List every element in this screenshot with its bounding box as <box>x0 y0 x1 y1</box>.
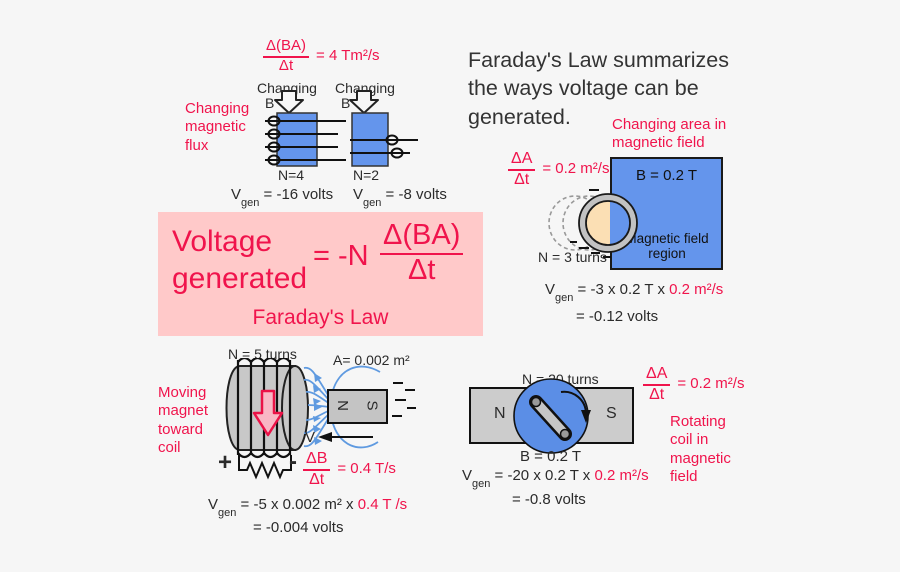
law-equals: = -N <box>313 240 369 272</box>
intro-text: Faraday's Law summarizes the ways voltag… <box>468 48 729 129</box>
area-rate-value: = 0.2 m²/s <box>542 159 610 177</box>
wire-loop-ring <box>579 194 637 252</box>
velocity-arrowhead <box>318 432 332 442</box>
rotating-rate-equation: ΔA Δt = 0.2 m²/s <box>643 365 744 403</box>
flux-change-arrow-icon <box>252 389 284 437</box>
coil1-windings <box>265 115 346 166</box>
bar-magnet <box>327 389 388 424</box>
flux-section-label: Changing magnetic flux <box>185 100 250 154</box>
flux-coils-drawing <box>265 90 418 167</box>
coil2-turns-label: N=2 <box>353 167 380 183</box>
rotating-coil-drawing <box>469 378 634 454</box>
magnet-section-label: Moving magnet toward coil <box>158 384 209 456</box>
coil1-changing-label: Changing <box>257 80 317 96</box>
coil-cylinder-face <box>281 365 309 451</box>
coil2-b-label: B <box>341 95 351 111</box>
rotating-vgen-equation: Vgen = -20 x 0.2 T x 0.2 m²/s <box>462 467 649 490</box>
law-name: Voltage generated <box>172 225 308 295</box>
rotating-rod <box>531 397 570 439</box>
field-strength-label: B = 0.2 T <box>635 167 697 184</box>
magnetic-field-region-box: B = 0.2 T Magnetic field region <box>610 157 723 270</box>
flux-rate-value: = 4 Tm²/s <box>316 46 380 64</box>
loop-interior-in-field <box>610 201 630 245</box>
coil2-windings <box>350 134 418 159</box>
coil1-turns-label: N=4 <box>278 167 305 183</box>
rotating-s-pole-label: S <box>606 405 617 422</box>
faraday-law-box: Voltage generated = -N Δ(BA) Δt Faraday'… <box>158 212 483 336</box>
rotation-arrowhead <box>581 410 591 423</box>
magnet-s-pole-label: S <box>363 400 381 411</box>
coil2-vgen-equation: Vgen = -8 volts <box>353 186 447 209</box>
moving-loop-drawing <box>548 189 638 258</box>
rotating-vgen-result: = -0.8 volts <box>512 491 586 508</box>
magnet-fraction: ΔB Δt <box>303 450 331 488</box>
rotating-rate-value: = 0.2 m²/s <box>677 374 745 392</box>
plus-terminal: + <box>218 449 233 476</box>
magnet-rate-value: = 0.4 T/s <box>337 459 396 477</box>
area-fraction: ΔA Δt <box>508 150 536 188</box>
rotating-section-label: Rotating coil in magnetic field <box>670 413 731 485</box>
coil1-b-label: B <box>265 95 275 111</box>
area-vgen-equation: Vgen = -3 x 0.2 T x 0.2 m²/s <box>545 281 724 304</box>
magnet-motion-dashes <box>392 382 416 417</box>
flux-fraction: Δ(BA) Δt <box>263 37 310 74</box>
magnet-rate-equation: ΔB Δt = 0.4 T/s <box>303 450 396 488</box>
rotating-n-pole-label: N <box>494 405 506 422</box>
area-rate-equation: ΔA Δt = 0.2 m²/s <box>508 150 609 188</box>
area-vgen-result: = -0.12 volts <box>576 308 659 325</box>
law-caption: Faraday's Law <box>252 306 389 329</box>
area-turns-label: N = 3 turns <box>538 249 607 265</box>
magnet-vgen-result: = -0.004 volts <box>253 519 344 536</box>
rotation-arrow <box>560 390 587 414</box>
field-region-label: Magnetic field region <box>625 230 709 262</box>
flux-rate-equation: Δ(BA) Δt = 4 Tm²/s <box>263 37 380 74</box>
changing-b-arrow-icon <box>349 90 379 114</box>
coil2-changing-label: Changing <box>335 80 395 96</box>
rotating-fraction: ΔA Δt <box>643 365 671 403</box>
field-line-arrowheads <box>313 373 322 445</box>
velocity-label: V <box>305 429 316 446</box>
coil1-vgen-equation: Vgen = -16 volts <box>231 186 334 209</box>
resistor-circuit <box>238 455 292 480</box>
minus-terminal: - <box>289 448 297 475</box>
rotating-field-label: B = 0.2 T <box>520 448 582 465</box>
magnet-coil-drawing <box>225 358 416 480</box>
magnet-vgen-equation: Vgen = -5 x 0.002 m² x 0.4 T /s <box>208 496 408 519</box>
law-fraction: Δ(BA) Δt <box>380 219 464 287</box>
magnet-n-pole-label: N <box>333 400 351 411</box>
magnet-area-label: A= 0.002 m² <box>333 352 410 368</box>
changing-b-arrow-icon <box>274 90 304 114</box>
area-section-label: Changing area in magnetic field <box>612 116 727 152</box>
